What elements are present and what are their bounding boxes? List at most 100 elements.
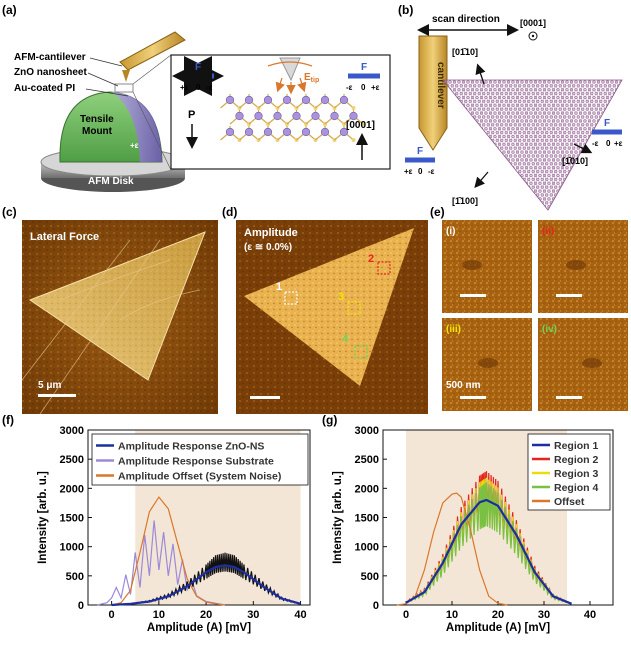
o-atom: [361, 122, 365, 126]
zn-atom: [339, 127, 349, 137]
zn-atom: [263, 127, 273, 137]
x-tick-label: 40: [294, 609, 306, 621]
series-line-region-1: [405, 498, 573, 605]
svg-text:-ε: -ε: [346, 83, 353, 92]
region-label-2: 2: [368, 253, 374, 265]
legend-entry: Region 2: [554, 454, 598, 466]
cantilever-b-label: cantilever: [435, 62, 446, 109]
dir-1100-label: [1̄100]: [452, 196, 478, 206]
x-tick-label: 30: [538, 609, 550, 621]
svg-text:0: 0: [196, 83, 201, 92]
zn-atom: [273, 111, 282, 121]
zoom-tile-scale-2: [556, 294, 582, 297]
x-tick-label: 40: [584, 609, 596, 621]
zn-atom: [349, 111, 358, 121]
panel-b-letter: (b): [398, 3, 413, 17]
legend-entry: Amplitude Offset (System Noise): [118, 471, 281, 483]
y-tick-label: 500: [361, 571, 379, 583]
legend-entry: Offset: [554, 496, 585, 508]
legend-entry: Region 1: [554, 440, 598, 452]
legend-entry: Region 3: [554, 468, 598, 480]
etip-label: Etip: [304, 72, 319, 84]
svg-text:0: 0: [418, 167, 423, 176]
zoom-tile-label-4: (iv): [542, 324, 557, 335]
y-axis-label: Intensity [arb. u.]: [332, 471, 344, 564]
zn-atom: [301, 127, 311, 137]
x-tick-label: 20: [492, 609, 504, 621]
o-atom: [351, 138, 356, 142]
region-label-1: 1: [276, 281, 282, 293]
x-tick-label: 20: [200, 609, 212, 621]
svg-text:F: F: [361, 62, 367, 73]
lateral-force-title: Lateral Force: [30, 231, 99, 243]
tensile-mount-label-2: Mount: [82, 126, 113, 137]
afm-cantilever: [119, 31, 186, 71]
region-markers: 1 2 3 4: [276, 253, 391, 359]
zn-atom: [282, 95, 292, 105]
panel-a-letter: (a): [2, 3, 17, 17]
y-tick-label: 3000: [355, 425, 379, 437]
panel-d-letter: (d): [222, 205, 237, 219]
inset-force-left: F +ε 0 -ε: [172, 56, 224, 96]
svg-text:0: 0: [361, 83, 366, 92]
zn-atom: [339, 95, 349, 105]
zoom-scale-label: 500 nm: [446, 380, 481, 391]
panel-c-letter: (c): [2, 205, 17, 219]
panel-a-leaders: [85, 57, 129, 97]
svg-text:+ε: +ε: [404, 167, 413, 176]
region-box-1: [284, 291, 298, 305]
y-tick-label: 1500: [60, 513, 84, 525]
direction-label: [0001]: [346, 120, 375, 131]
svg-text:+ε: +ε: [180, 83, 189, 92]
panel-e: (e) (i) (ii) (iii) (iv) 500 nm: [430, 205, 628, 411]
b-force-left: F +ε 0 -ε: [404, 146, 435, 176]
y-tick-label: 2000: [355, 483, 379, 495]
svg-text:0: 0: [606, 139, 611, 148]
zn-atom: [320, 95, 330, 105]
svg-text:+ε: +ε: [371, 83, 380, 92]
cantilever-b: [418, 35, 448, 151]
region-box-3: [347, 301, 361, 315]
x-axis-label: Amplitude (A) [mV]: [147, 622, 251, 634]
legend-entry: Region 4: [554, 482, 598, 494]
y-tick-label: 0: [78, 600, 84, 612]
zn-atom: [254, 111, 263, 121]
cantilever-label: AFM-cantilever: [14, 52, 86, 63]
panel-a: (a) AFM Disk Tensile Mount +ε AFM-cantil…: [2, 3, 391, 192]
region-label-4: 4: [342, 333, 349, 345]
panel-d: (d) Amplitude (ε ≅ 0.0%) 1 2 3 4: [222, 205, 428, 414]
series-line-region-4: [405, 482, 571, 605]
scale-bar-c-label: 5 μm: [38, 380, 61, 391]
x-tick-label: 30: [247, 609, 259, 621]
zno-lattice: [220, 94, 365, 142]
svg-text:+ε: +ε: [614, 139, 623, 148]
x-axis-label: Amplitude (A) [mV]: [446, 622, 550, 634]
zno-nanosheet: [114, 83, 134, 93]
panel-a-inset: Etip F +ε 0 -ε F -ε 0 +ε P [0001]: [170, 54, 391, 170]
svg-text:F: F: [417, 146, 423, 157]
svg-text:-ε: -ε: [206, 83, 213, 92]
legend-entry: Amplitude Response ZnO-NS: [118, 441, 264, 453]
x-tick-label: 10: [153, 609, 165, 621]
zn-atom: [330, 111, 339, 121]
y-tick-label: 0: [373, 600, 379, 612]
svg-text:F: F: [604, 118, 610, 129]
zn-atom: [263, 95, 273, 105]
dir-0110-label: [01̄10]: [452, 47, 478, 57]
dir-0001-symbol: [528, 31, 538, 41]
zoom-tile-label-1: (i): [446, 226, 455, 237]
b-force-right: F -ε 0 +ε: [592, 118, 623, 148]
series-line-amplitude-offset-system-noise-: [111, 496, 226, 606]
zn-atom: [301, 95, 311, 105]
au-coated-pi: [112, 92, 162, 162]
svg-text:-ε: -ε: [592, 139, 599, 148]
zn-atom: [311, 111, 320, 121]
chart-f: 0 500 1000 1500 2000 2500 3000 0 10 20 30 40 Amplitu…: [37, 425, 311, 634]
zoom-tiles: (i) (ii) (iii) (iv) 500 nm: [442, 220, 628, 411]
zn-atom: [282, 127, 292, 137]
y-tick-label: 2500: [355, 454, 379, 466]
cantilever-tip: [122, 70, 130, 82]
zoom-tile-scale-1: [460, 294, 486, 297]
scale-bar-d: [250, 396, 280, 399]
